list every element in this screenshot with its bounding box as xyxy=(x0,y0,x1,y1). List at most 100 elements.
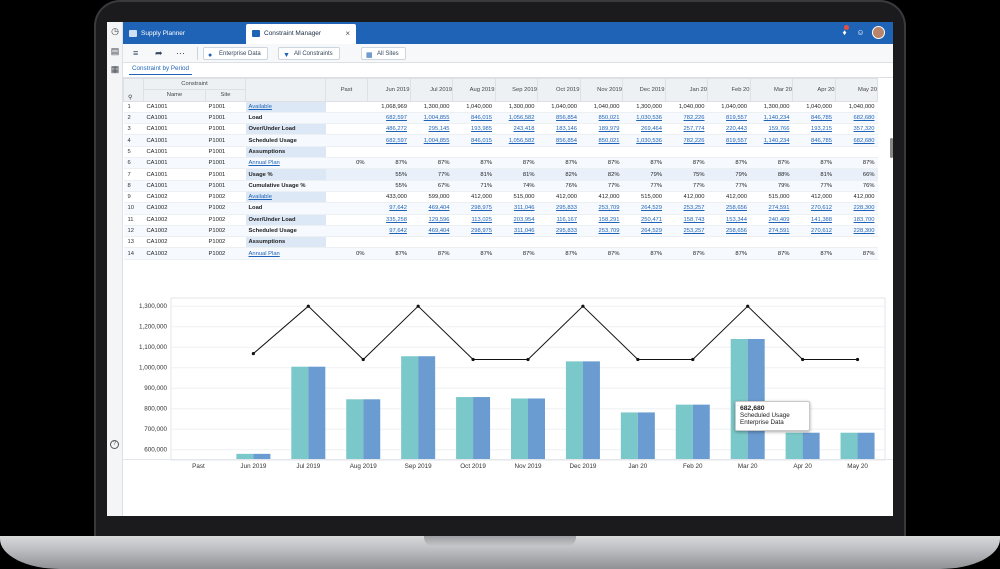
period-header[interactable]: Nov 2019 xyxy=(579,78,623,102)
scrollbar[interactable] xyxy=(890,138,893,158)
measure-cell[interactable]: Annual Plan xyxy=(245,157,326,170)
measure-cell[interactable]: Available xyxy=(245,101,326,113)
table-row[interactable]: 14 CA1002 P1002 Annual Plan 0% 87% 87% 87% 87% 87… xyxy=(123,247,878,260)
value-cell[interactable]: 295,833 xyxy=(537,225,580,238)
table-row[interactable]: 13 CA1002 P1002 Assumptions xyxy=(123,236,878,249)
period-header[interactable]: Mar 20 xyxy=(749,78,793,102)
value-cell[interactable]: 1,056,582 xyxy=(495,112,538,125)
value-cell[interactable]: 274,591 xyxy=(750,225,793,238)
tab-constraint-manager[interactable]: Constraint Manager × xyxy=(246,24,356,44)
value-cell[interactable]: 1,030,536 xyxy=(622,134,665,147)
value-cell[interactable]: 270,612 xyxy=(792,202,835,215)
value-cell[interactable]: 203,954 xyxy=(495,214,538,226)
clock-icon[interactable]: ◷ xyxy=(111,26,119,36)
value-cell[interactable]: 682,680 xyxy=(835,112,878,125)
value-cell[interactable]: 189,979 xyxy=(580,123,623,136)
value-cell[interactable]: 193,985 xyxy=(452,123,495,136)
value-cell[interactable]: 295,833 xyxy=(537,202,580,215)
table-row[interactable]: 8 CA1001 P1001 Cumulative Usage % 55% 67% 71% 7… xyxy=(123,180,878,192)
value-cell[interactable]: 141,388 xyxy=(792,214,835,226)
bell-icon[interactable]: ♦ xyxy=(842,28,847,37)
value-cell[interactable]: 129,596 xyxy=(410,214,453,226)
help-icon[interactable]: ? xyxy=(110,440,119,449)
value-cell[interactable]: 153,344 xyxy=(707,214,750,226)
value-cell[interactable]: 856,854 xyxy=(537,112,580,125)
all-constraints-button[interactable]: ▼ All Constraints xyxy=(278,47,340,60)
enterprise-data-button[interactable]: ● Enterprise Data xyxy=(203,47,268,60)
tab-supply-planner[interactable]: Supply Planner xyxy=(123,24,243,44)
period-header[interactable]: Jul 2019 xyxy=(409,78,453,102)
value-cell[interactable]: 1,140,234 xyxy=(750,112,793,125)
value-cell[interactable]: 311,046 xyxy=(495,202,538,215)
users-icon[interactable]: ☺ xyxy=(856,28,865,37)
value-cell[interactable]: 113,025 xyxy=(452,214,495,226)
table-row[interactable]: 10 CA1002 P1002 Load 97,642 469,404 298,975 311… xyxy=(123,202,878,215)
value-cell[interactable]: 846,785 xyxy=(792,134,835,147)
value-cell[interactable]: 228,300 xyxy=(835,202,878,215)
period-header[interactable]: Jun 2019 xyxy=(367,78,411,102)
all-sites-button[interactable]: ▦ All Sites xyxy=(361,47,406,60)
value-cell[interactable]: 183,700 xyxy=(835,214,878,226)
search-icon[interactable]: ⚲ xyxy=(123,78,144,102)
value-cell[interactable]: 782,226 xyxy=(665,112,708,125)
value-cell[interactable]: 298,975 xyxy=(452,225,495,238)
document-icon[interactable]: ▤ xyxy=(110,46,120,56)
table-row[interactable]: 3 CA1001 P1001 Over/Under Load 486,272 295,14… xyxy=(123,123,878,136)
value-cell[interactable]: 253,709 xyxy=(580,202,623,215)
period-header[interactable]: Jan 20 xyxy=(664,78,708,102)
table-row[interactable]: 5 CA1001 P1001 Assumptions xyxy=(123,146,878,159)
close-icon[interactable]: × xyxy=(345,29,350,38)
table-row[interactable]: 7 CA1001 P1001 Usage % 55% 77% 81% 81% 82% 82% 79%… xyxy=(123,168,878,181)
name-header[interactable]: Name xyxy=(143,89,206,102)
table-row[interactable]: 2 CA1001 P1001 Load 682,597 1,004,855 846,015 1… xyxy=(123,112,878,125)
tab-constraint-by-period[interactable]: Constraint by Period xyxy=(129,65,193,75)
site-header[interactable]: Site xyxy=(205,89,246,102)
value-cell[interactable]: 682,597 xyxy=(367,134,410,147)
table-row[interactable]: 9 CA1002 P1002 Available 433,000 599,000 412,0… xyxy=(123,191,878,204)
value-cell[interactable]: 257,774 xyxy=(665,123,708,136)
value-cell[interactable]: 1,030,536 xyxy=(622,112,665,125)
value-cell[interactable]: 1,140,234 xyxy=(750,134,793,147)
value-cell[interactable]: 253,257 xyxy=(665,202,708,215)
value-cell[interactable]: 264,529 xyxy=(622,202,665,215)
more-icon[interactable]: ⋯ xyxy=(176,48,185,58)
value-cell[interactable]: 850,021 xyxy=(580,134,623,147)
value-cell[interactable]: 846,785 xyxy=(792,112,835,125)
value-cell[interactable]: 850,021 xyxy=(580,112,623,125)
value-cell[interactable]: 97,642 xyxy=(367,202,410,215)
value-cell[interactable]: 1,004,855 xyxy=(410,134,453,147)
value-cell[interactable]: 682,680 xyxy=(835,134,878,147)
table-row[interactable]: 11 CA1002 P1002 Over/Under Load 335,258 129,5… xyxy=(123,214,878,226)
value-cell[interactable]: 264,529 xyxy=(622,225,665,238)
value-cell[interactable]: 250,471 xyxy=(622,214,665,226)
value-cell[interactable]: 159,766 xyxy=(750,123,793,136)
horizontal-scrollbar[interactable] xyxy=(123,459,893,460)
value-cell[interactable]: 243,418 xyxy=(495,123,538,136)
avatar[interactable] xyxy=(872,26,885,39)
value-cell[interactable]: 311,046 xyxy=(495,225,538,238)
value-cell[interactable]: 116,167 xyxy=(537,214,580,226)
value-cell[interactable]: 295,145 xyxy=(410,123,453,136)
value-cell[interactable]: 298,975 xyxy=(452,202,495,215)
table-row[interactable]: 1 CA1001 P1001 Available 1,068,969 1,300,000 1… xyxy=(123,101,878,113)
value-cell[interactable]: 682,597 xyxy=(367,112,410,125)
table-row[interactable]: 6 CA1001 P1001 Annual Plan 0% 87% 87% 87% 87% 87%… xyxy=(123,157,878,170)
sliders-icon[interactable]: ≡ xyxy=(133,48,139,58)
value-cell[interactable]: 846,015 xyxy=(452,112,495,125)
measure-cell[interactable]: Available xyxy=(245,191,326,204)
value-cell[interactable]: 253,257 xyxy=(665,225,708,238)
value-cell[interactable]: 1,056,582 xyxy=(495,134,538,147)
value-cell[interactable]: 274,591 xyxy=(750,202,793,215)
value-cell[interactable]: 856,854 xyxy=(537,134,580,147)
value-cell[interactable]: 158,291 xyxy=(580,214,623,226)
value-cell[interactable]: 819,557 xyxy=(707,134,750,147)
measure-cell[interactable]: Annual Plan xyxy=(245,247,326,260)
value-cell[interactable]: 469,404 xyxy=(410,225,453,238)
period-header[interactable]: May 20 xyxy=(834,78,878,102)
value-cell[interactable]: 1,004,855 xyxy=(410,112,453,125)
value-cell[interactable]: 269,464 xyxy=(622,123,665,136)
value-cell[interactable]: 782,226 xyxy=(665,134,708,147)
value-cell[interactable]: 270,612 xyxy=(792,225,835,238)
value-cell[interactable]: 193,215 xyxy=(792,123,835,136)
period-header[interactable]: Dec 2019 xyxy=(622,78,666,102)
